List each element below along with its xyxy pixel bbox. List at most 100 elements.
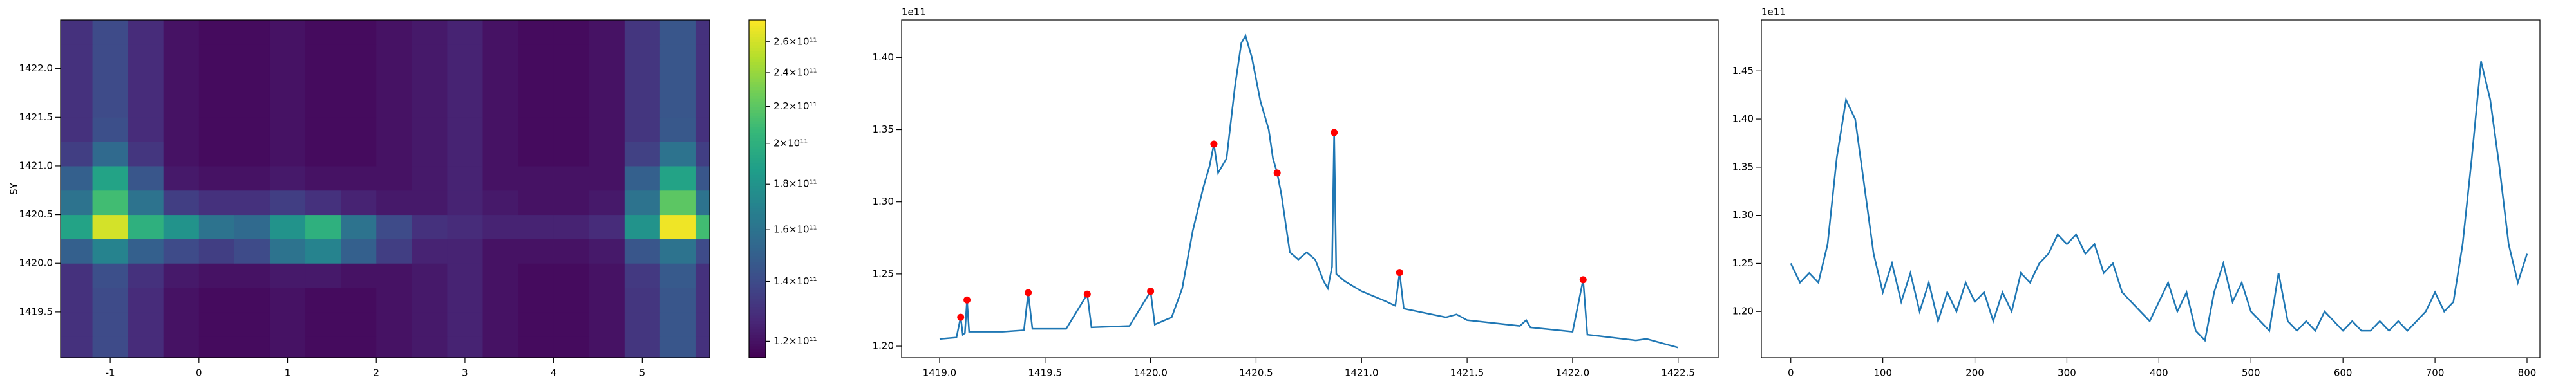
heatmap-cell: [234, 142, 270, 167]
heatmap-cell: [92, 165, 129, 191]
heatmap-cell: [376, 214, 412, 239]
x-tick-label: 1422.0: [1556, 367, 1590, 379]
colorbar-gradient: [749, 20, 766, 23]
colorbar-tick-label: 1.6×10¹¹: [773, 224, 817, 235]
heatmap-cell: [92, 239, 129, 264]
colorbar-gradient: [749, 349, 766, 353]
heatmap-cell: [341, 44, 377, 69]
heatmap-cell: [305, 190, 341, 216]
heatmap-cell: [553, 142, 590, 167]
heatmap-cell: [163, 117, 200, 142]
heatmap-cell: [695, 68, 710, 93]
y-tick-label: 1.35: [873, 124, 894, 135]
heatmap-cell: [376, 165, 412, 191]
x-tick-label: 1420.0: [1133, 367, 1168, 379]
colorbar-gradient: [749, 84, 766, 88]
peak-marker: [1210, 140, 1218, 148]
heatmap-cell: [659, 165, 696, 191]
heatmap-cell: [447, 263, 483, 288]
colorbar-gradient: [749, 96, 766, 100]
colorbar-gradient: [749, 332, 766, 336]
colorbar-gradient: [749, 115, 766, 119]
heatmap-cell: [518, 190, 554, 216]
colorbar-gradient: [749, 225, 766, 229]
heatmap-cell: [234, 93, 270, 118]
heatmap-cell: [695, 263, 710, 288]
heatmap-cell: [305, 142, 341, 167]
heatmap-cell: [412, 68, 448, 93]
heatmap-cell: [305, 44, 341, 69]
colorbar-gradient: [749, 259, 766, 262]
x-tick-label: 600: [2334, 367, 2353, 379]
heatmap-cell: [447, 239, 483, 264]
heatmap-cell: [624, 93, 661, 118]
heatmap-cell: [376, 263, 412, 288]
colorbar-gradient: [749, 318, 766, 322]
heatmap-cell: [163, 68, 200, 93]
heatmap-cell: [589, 311, 625, 337]
y-tick-label: 1.40: [1732, 113, 1754, 125]
heatmap-cell: [234, 214, 270, 239]
colorbar-gradient: [749, 37, 766, 41]
heatmap-cell: [589, 165, 625, 191]
colorbar-gradient: [749, 191, 766, 195]
heatmap-cell: [163, 214, 200, 239]
heatmap-cell: [198, 190, 235, 216]
heatmap-cell: [553, 288, 590, 313]
heatmap-cell: [269, 20, 306, 45]
heatmap-cell: [412, 263, 448, 288]
heatmap-cell: [447, 142, 483, 167]
y-tick-label: 1.35: [1732, 161, 1754, 172]
heatmap-cell: [61, 288, 93, 313]
heatmap-cell: [92, 263, 129, 288]
colorbar-gradient: [749, 48, 766, 51]
heatmap-cell: [163, 165, 200, 191]
colorbar-gradient: [749, 186, 766, 190]
x-tick-label: 1421.5: [1450, 367, 1484, 379]
colorbar-gradient: [749, 344, 766, 347]
peak-marker: [1273, 169, 1281, 177]
colorbar-gradient: [749, 178, 766, 181]
heatmap-cell: [234, 239, 270, 264]
heatmap-cell: [198, 214, 235, 239]
x-tick-label: 1422.5: [1661, 367, 1695, 379]
y-tick-label: 1.20: [1732, 306, 1754, 317]
colorbar-gradient: [749, 138, 766, 142]
colorbar-gradient: [749, 113, 766, 116]
colorbar-gradient: [749, 270, 766, 274]
colorbar-gradient: [749, 223, 766, 226]
peak-marker: [1331, 129, 1338, 136]
heatmap-cell: [624, 311, 661, 337]
colorbar-gradient: [749, 194, 766, 198]
colorbar-gradient: [749, 354, 766, 358]
x-tick-label: -1: [106, 367, 115, 379]
colorbar-gradient: [749, 324, 766, 327]
colorbar-gradient: [749, 28, 766, 32]
heatmap-cell: [128, 117, 164, 142]
heatmap-cell: [659, 214, 696, 239]
y-tick-label: 1.20: [873, 340, 894, 352]
heatmap-cells: [61, 20, 710, 358]
heatmap-cell: [589, 190, 625, 216]
peak-marker: [1025, 289, 1032, 297]
colorbar-gradient: [749, 329, 766, 333]
y-tick-label: 1420.5: [19, 208, 53, 220]
colorbar-gradient: [749, 45, 766, 49]
colorbar-gradient: [749, 163, 766, 167]
x-tick-label: 0: [1788, 367, 1794, 379]
heatmap-cell: [695, 336, 710, 358]
colorbar-gradient: [749, 217, 766, 221]
colorbar-gradient: [749, 256, 766, 260]
heatmap-cell: [553, 93, 590, 118]
heatmap-cell: [447, 93, 483, 118]
heatmap-cell: [553, 239, 590, 264]
heatmap-cell: [589, 288, 625, 313]
heatmap-cell: [305, 93, 341, 118]
colorbar-gradient: [749, 169, 766, 172]
y-axis-label: SY: [8, 182, 20, 195]
y-tick-label: 1421.5: [19, 111, 53, 123]
heatmap-cell: [198, 20, 235, 45]
heatmap-cell: [341, 336, 377, 358]
